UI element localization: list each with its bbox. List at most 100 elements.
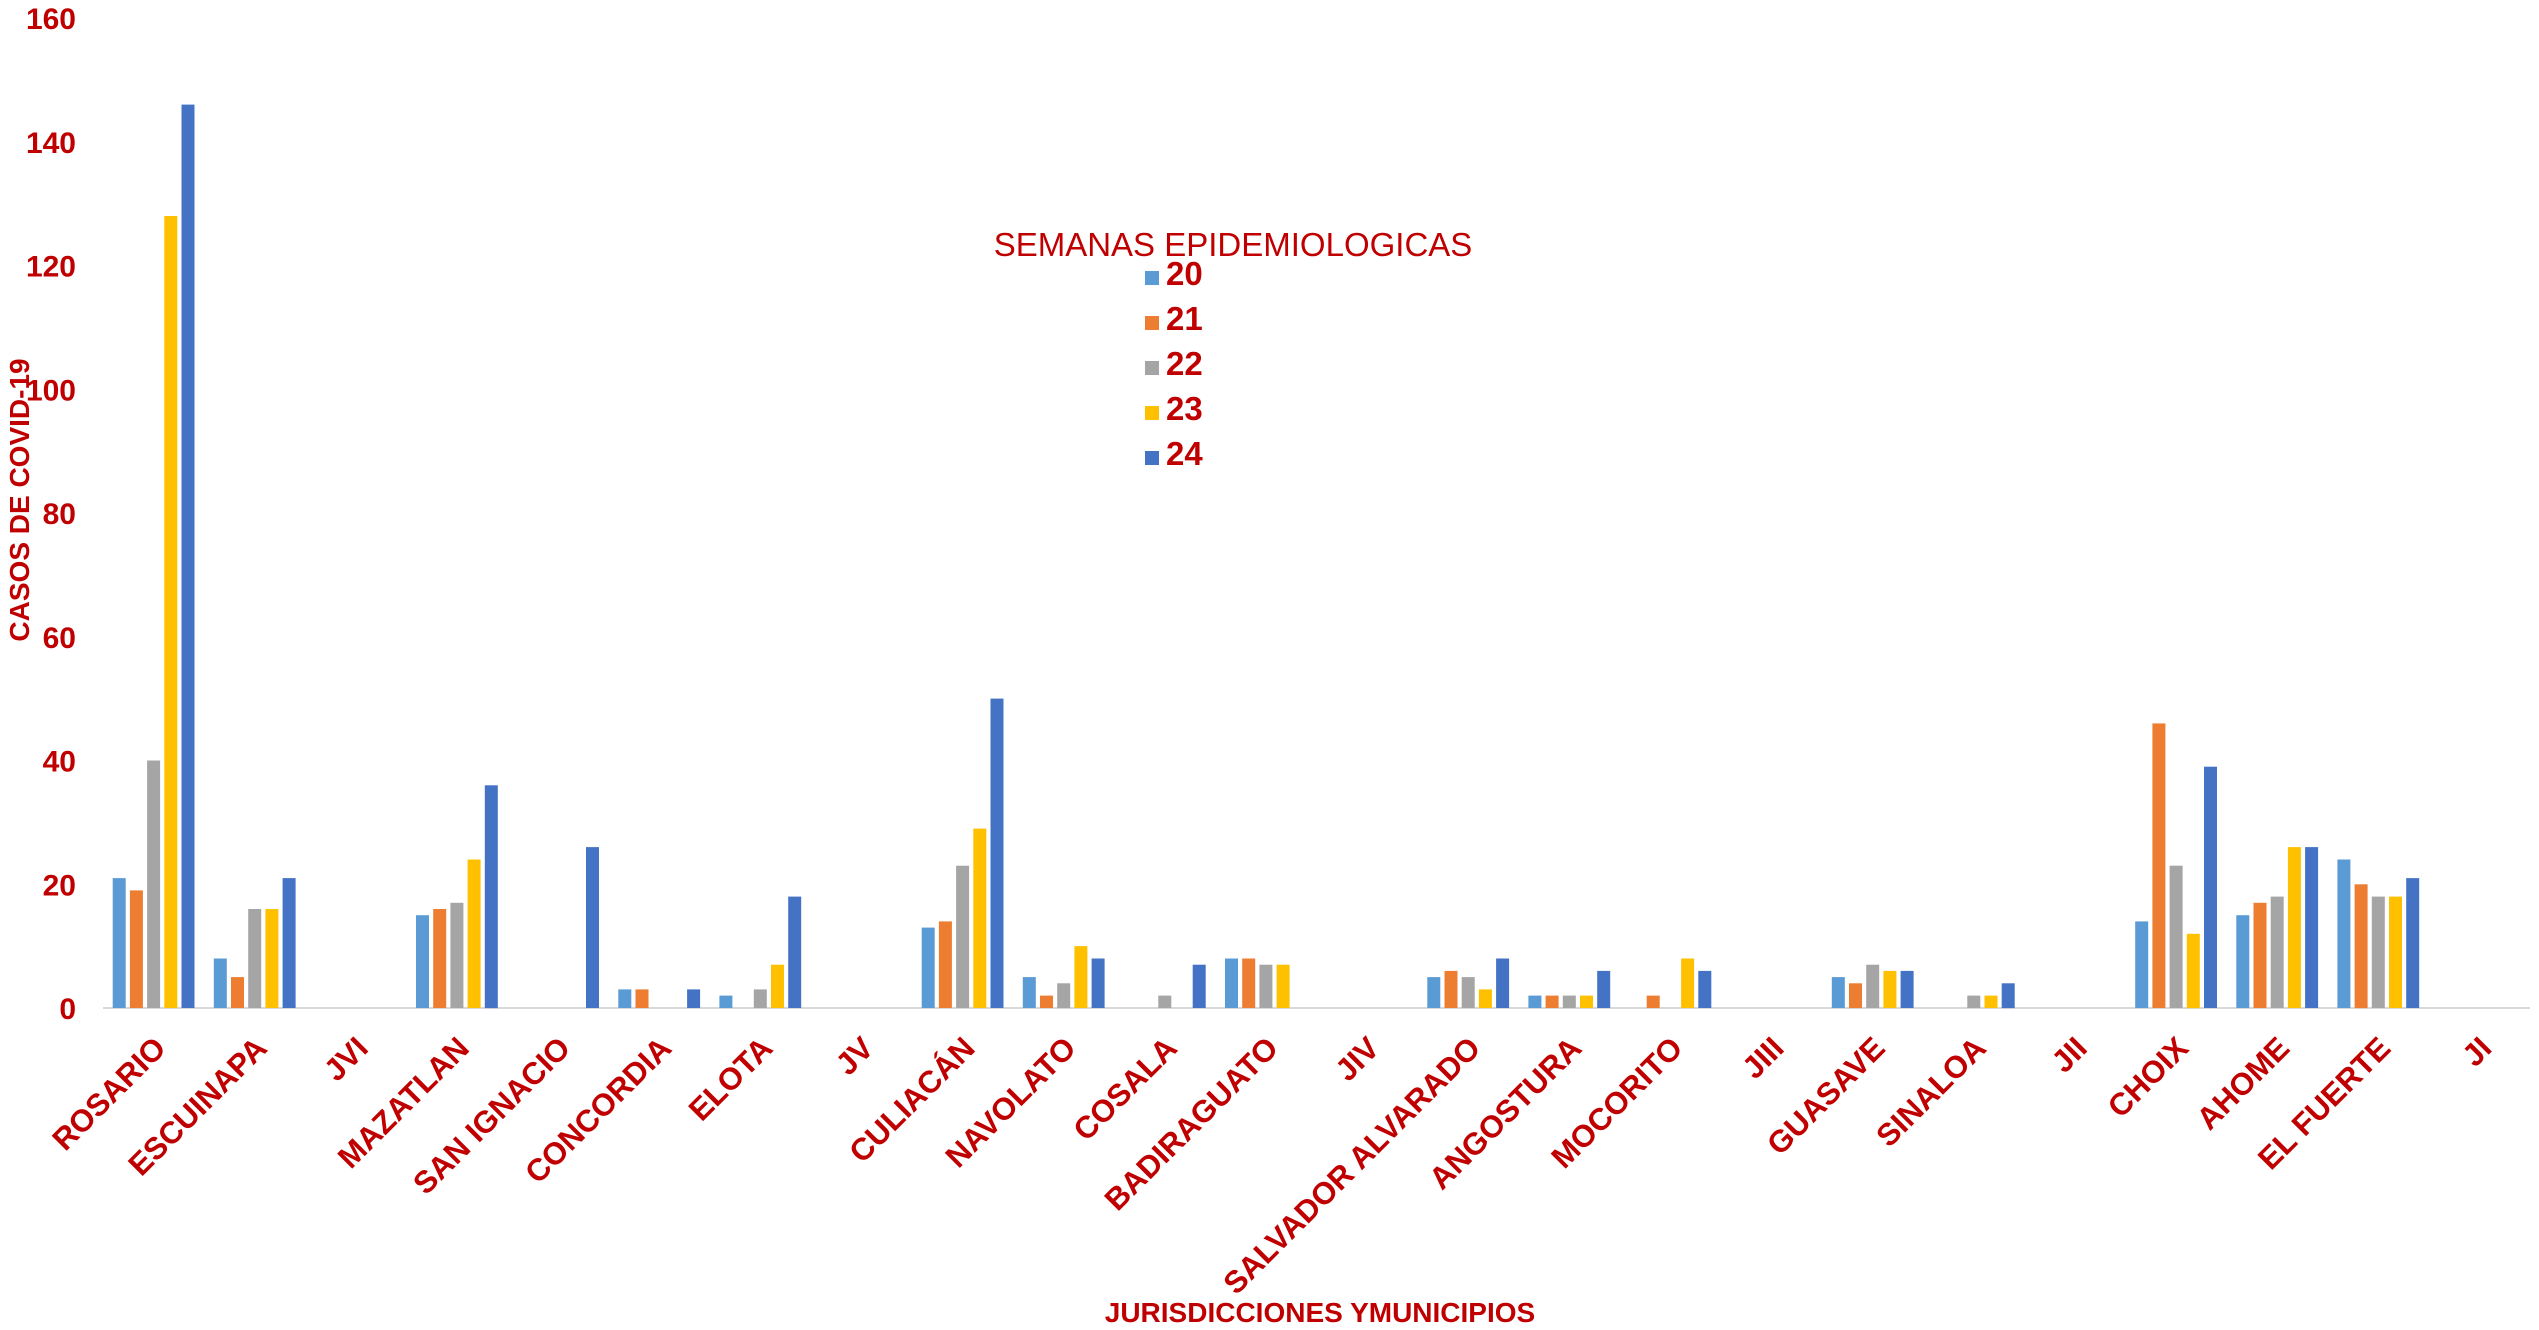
bar-guasave-week-20: [1831, 977, 1845, 1008]
legend-swatch-23: [1145, 406, 1159, 420]
bar-salvador-alvarado-week-20: [1427, 977, 1441, 1008]
bar-navolato-week-24: [1091, 958, 1105, 1008]
bar-concordia-week-24: [687, 989, 701, 1008]
bar-escuinapa-week-23: [265, 909, 279, 1008]
legend-swatch-24: [1145, 451, 1159, 465]
bar-guasave-week-24: [1900, 970, 1914, 1008]
legend-swatch-22: [1145, 361, 1159, 375]
bar-angostura-week-23: [1580, 995, 1593, 1008]
bar-elota-week-22: [753, 989, 767, 1008]
bar-mocorito-week-24: [1698, 970, 1712, 1008]
bar-mazatlan-week-20: [416, 915, 429, 1008]
bar-ahome-week-21: [2253, 902, 2267, 1008]
bar-salvador-alvarado-week-22: [1461, 977, 1475, 1008]
bar-culiacán-week-22: [956, 865, 970, 1008]
bar-mocorito-week-21: [1646, 995, 1660, 1008]
y-tick-label: 80: [43, 498, 76, 531]
bar-choix-week-22: [2169, 865, 2183, 1008]
bar-mazatlan-week-23: [467, 859, 481, 1008]
bar-sinaloa-week-24: [2001, 983, 2015, 1009]
legend-label-22: 22: [1166, 345, 1203, 382]
bar-choix-week-21: [2152, 723, 2166, 1008]
bar-badiraguato-week-22: [1259, 964, 1273, 1008]
legend: SEMANAS EPIDEMIOLOGICAS 20 21 22 23 24: [994, 226, 1473, 472]
bar-ahome-week-23: [2287, 847, 2301, 1008]
bar-elota-week-23: [771, 964, 784, 1008]
bar-elota-week-24: [788, 896, 802, 1008]
x-tick-label: CHOIX: [2101, 1030, 2195, 1124]
bar-cosala-week-22: [1158, 995, 1172, 1008]
bar-ahome-week-22: [2270, 896, 2284, 1008]
bar-culiacán-week-23: [973, 828, 987, 1008]
bar-angostura-week-22: [1562, 995, 1576, 1008]
y-axis-title: CASOS DE COVID-19: [4, 358, 35, 641]
x-tick-label: JV: [829, 1030, 881, 1082]
y-tick-label: 140: [26, 127, 76, 160]
bar-elota-week-20: [719, 995, 733, 1008]
bar-guasave-week-23: [1883, 970, 1897, 1008]
bar-navolato-week-21: [1040, 995, 1053, 1008]
y-tick-label: 40: [43, 746, 76, 779]
bar-el-fuerte-week-20: [2337, 859, 2351, 1008]
bar-rosario-week-20: [112, 878, 126, 1008]
bar-mazatlan-week-21: [433, 909, 447, 1008]
y-tick-label: 160: [26, 3, 76, 36]
bar-guasave-week-21: [1849, 983, 1862, 1009]
bar-angostura-week-24: [1597, 970, 1611, 1008]
x-tick-label: JIII: [1735, 1030, 1790, 1085]
bar-navolato-week-20: [1022, 977, 1036, 1008]
bar-salvador-alvarado-week-21: [1444, 970, 1458, 1008]
bar-culiacán-week-20: [921, 927, 935, 1008]
bar-escuinapa-week-24: [282, 878, 296, 1008]
bar-concordia-week-20: [618, 989, 632, 1008]
y-tick-label: 20: [43, 869, 76, 902]
x-tick-label: JI: [2455, 1030, 2498, 1073]
x-tick-label: ELOTA: [682, 1030, 779, 1127]
x-tick-label: SINALOA: [1869, 1030, 1992, 1153]
bar-el-fuerte-week-23: [2389, 896, 2402, 1008]
legend-label-21: 21: [1166, 300, 1203, 337]
x-tick-label: BADIRAGUATO: [1098, 1030, 1285, 1217]
bar-cosala-week-24: [1192, 964, 1206, 1008]
bar-navolato-week-23: [1074, 946, 1088, 1008]
bar-angostura-week-20: [1528, 995, 1542, 1008]
y-tick-label: 0: [59, 993, 76, 1026]
bar-guasave-week-22: [1866, 964, 1880, 1008]
legend-label-20: 20: [1166, 255, 1203, 292]
bar-culiacán-week-21: [938, 921, 952, 1008]
bar-choix-week-20: [2135, 921, 2149, 1008]
legend-swatch-20: [1145, 271, 1159, 285]
legend-title: SEMANAS EPIDEMIOLOGICAS: [994, 226, 1473, 263]
bar-escuinapa-week-22: [248, 909, 262, 1008]
bar-concordia-week-21: [635, 989, 649, 1008]
bar-sinaloa-week-23: [1984, 995, 1998, 1008]
bar-choix-week-24: [2204, 766, 2217, 1008]
legend-items: 20 21 22 23 24: [1145, 255, 1203, 472]
y-tick-label: 60: [43, 622, 76, 655]
bar-sinaloa-week-22: [1967, 995, 1981, 1008]
y-tick-label: 100: [26, 374, 76, 407]
bar-salvador-alvarado-week-24: [1496, 958, 1510, 1008]
bar-mazatlan-week-22: [450, 902, 464, 1008]
legend-label-23: 23: [1166, 390, 1203, 427]
bar-badiraguato-week-20: [1225, 958, 1238, 1008]
bar-rosario-week-21: [129, 890, 143, 1008]
bars: [112, 104, 2420, 1009]
bar-rosario-week-22: [147, 760, 161, 1008]
legend-swatch-21: [1145, 316, 1159, 330]
bar-el-fuerte-week-22: [2371, 896, 2385, 1008]
bar-salvador-alvarado-week-23: [1478, 989, 1492, 1008]
bar-badiraguato-week-23: [1276, 964, 1290, 1008]
bar-badiraguato-week-21: [1242, 958, 1256, 1008]
bar-rosario-week-24: [181, 104, 195, 1009]
bar-navolato-week-22: [1057, 983, 1071, 1009]
bar-el-fuerte-week-21: [2354, 884, 2368, 1009]
bar-escuinapa-week-20: [213, 958, 227, 1008]
legend-label-24: 24: [1166, 435, 1203, 472]
x-tick-label: JII: [2045, 1030, 2094, 1079]
bar-el-fuerte-week-24: [2406, 878, 2420, 1008]
y-axis: 0 20 40 60 80 100 120 140 160: [26, 3, 76, 1026]
bar-san-ignacio-week-24: [586, 847, 599, 1008]
